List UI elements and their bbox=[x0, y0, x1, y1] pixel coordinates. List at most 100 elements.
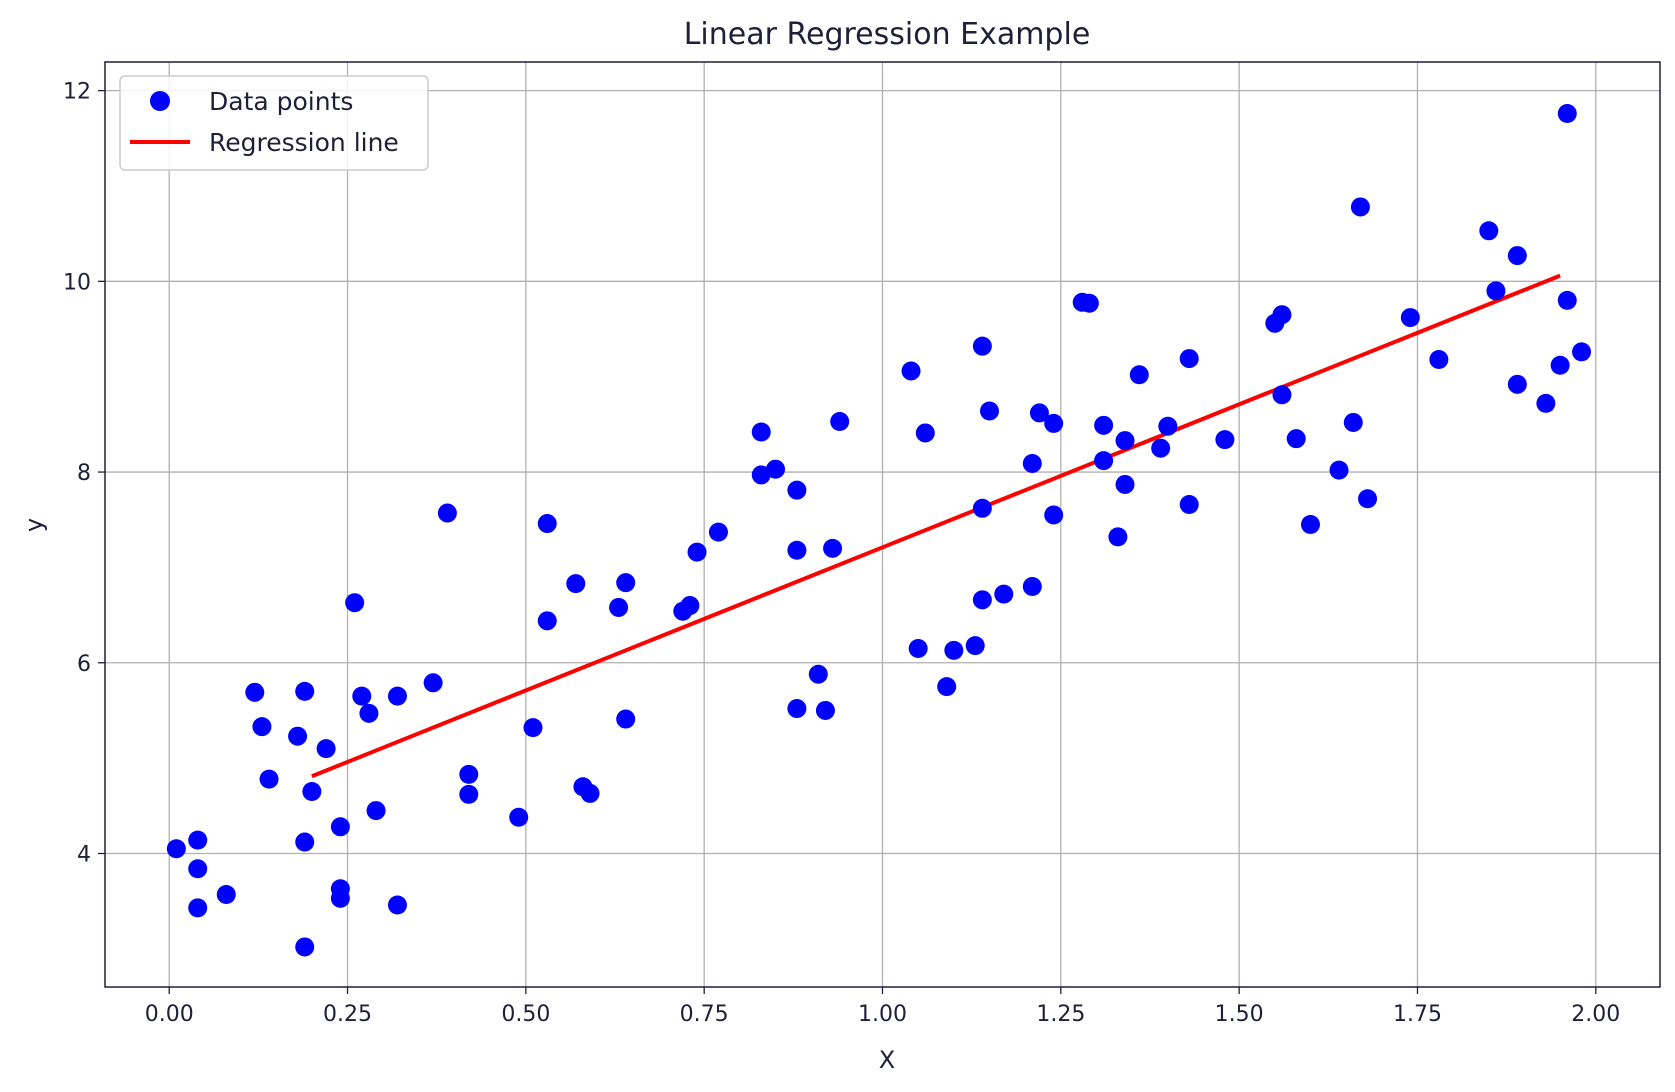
data-point bbox=[316, 739, 336, 759]
chart-title: Linear Regression Example bbox=[684, 17, 1091, 52]
x-tick-label: 2.00 bbox=[1571, 1002, 1620, 1027]
data-point bbox=[459, 784, 479, 804]
data-point bbox=[609, 597, 629, 617]
y-tick-label: 10 bbox=[63, 270, 91, 295]
data-point bbox=[680, 596, 700, 616]
x-tick-label: 0.00 bbox=[145, 1002, 194, 1027]
x-tick-label: 1.75 bbox=[1393, 1002, 1442, 1027]
data-point bbox=[1044, 413, 1064, 433]
data-point bbox=[188, 830, 208, 850]
data-point bbox=[1350, 197, 1370, 217]
data-point bbox=[787, 480, 807, 500]
data-point bbox=[359, 703, 379, 723]
data-point bbox=[288, 726, 308, 746]
data-point bbox=[1272, 385, 1292, 405]
x-tick-label: 1.00 bbox=[858, 1002, 907, 1027]
data-point bbox=[1572, 342, 1592, 362]
data-point bbox=[387, 895, 407, 915]
legend-box bbox=[119, 75, 429, 171]
x-tick-label: 0.75 bbox=[680, 1002, 729, 1027]
legend-label-data-points: Data points bbox=[209, 87, 353, 116]
data-point bbox=[937, 677, 957, 697]
regression-line bbox=[311, 273, 1561, 779]
data-point bbox=[1151, 438, 1171, 458]
data-point bbox=[366, 801, 386, 821]
data-point bbox=[1215, 430, 1235, 450]
data-point bbox=[188, 898, 208, 918]
data-point bbox=[1129, 365, 1149, 385]
data-point bbox=[1272, 305, 1292, 325]
data-point bbox=[166, 839, 186, 859]
data-point bbox=[188, 859, 208, 879]
data-point bbox=[302, 782, 322, 802]
data-point bbox=[1094, 451, 1114, 471]
data-point bbox=[245, 682, 265, 702]
data-point bbox=[1400, 308, 1420, 328]
data-point bbox=[751, 465, 771, 485]
regression-layer bbox=[311, 273, 1561, 779]
data-point bbox=[1022, 576, 1042, 596]
data-point bbox=[1044, 505, 1064, 525]
data-point bbox=[216, 885, 236, 904]
data-point bbox=[1179, 349, 1199, 369]
data-point bbox=[295, 832, 315, 852]
data-point bbox=[1507, 246, 1527, 266]
data-point bbox=[1550, 355, 1570, 375]
data-point bbox=[901, 361, 921, 381]
data-point bbox=[1358, 489, 1378, 509]
data-point bbox=[787, 699, 807, 719]
x-axis-ticks: 0.00 0.25 0.50 0.75 1.00 1.25 1.50 1.75 2.00 bbox=[145, 987, 1620, 1027]
data-point bbox=[1479, 221, 1499, 241]
data-point bbox=[1507, 374, 1527, 394]
data-point bbox=[815, 700, 835, 720]
x-tick-label: 1.50 bbox=[1215, 1002, 1264, 1027]
data-point bbox=[459, 764, 479, 784]
data-point bbox=[1286, 429, 1306, 449]
y-tick-label: 8 bbox=[77, 461, 91, 486]
data-point bbox=[687, 542, 707, 562]
data-point bbox=[830, 412, 850, 432]
data-point bbox=[979, 401, 999, 421]
data-point bbox=[345, 593, 365, 613]
data-point bbox=[1115, 431, 1135, 451]
x-axis-label: X bbox=[879, 1046, 895, 1074]
data-point bbox=[1029, 403, 1049, 423]
data-point bbox=[423, 673, 443, 693]
y-tick-label: 6 bbox=[77, 652, 91, 677]
data-point bbox=[972, 336, 992, 356]
data-point bbox=[352, 686, 372, 706]
data-point bbox=[1486, 281, 1506, 301]
grid bbox=[105, 62, 1660, 987]
data-point bbox=[1022, 453, 1042, 473]
data-point bbox=[387, 686, 407, 706]
data-point bbox=[972, 590, 992, 610]
y-tick-label: 12 bbox=[63, 80, 91, 105]
data-point bbox=[1343, 412, 1363, 432]
y-axis-ticks: 4 6 8 10 12 bbox=[63, 80, 105, 867]
data-point bbox=[295, 937, 315, 957]
x-tick-label: 0.25 bbox=[323, 1002, 372, 1027]
data-point bbox=[1158, 416, 1178, 436]
data-point bbox=[295, 681, 315, 701]
scatter-layer bbox=[166, 103, 1592, 957]
data-point bbox=[566, 574, 586, 594]
data-point bbox=[751, 422, 771, 442]
data-point bbox=[616, 573, 636, 593]
data-point bbox=[1179, 494, 1199, 514]
data-point bbox=[252, 717, 272, 737]
data-point bbox=[944, 640, 964, 660]
x-tick-label: 1.25 bbox=[1036, 1002, 1085, 1027]
y-axis-label: y bbox=[20, 518, 48, 532]
data-point bbox=[330, 817, 350, 837]
legend-marker-data-points bbox=[150, 91, 170, 111]
data-point bbox=[523, 718, 543, 738]
data-point bbox=[537, 611, 557, 631]
data-point bbox=[437, 503, 457, 523]
data-point bbox=[259, 769, 279, 789]
data-point bbox=[908, 638, 928, 658]
x-tick-label: 0.50 bbox=[501, 1002, 550, 1027]
legend-label-regression-line: Regression line bbox=[209, 128, 399, 157]
data-point bbox=[1079, 293, 1099, 313]
data-point bbox=[708, 522, 728, 542]
data-point bbox=[330, 879, 350, 899]
